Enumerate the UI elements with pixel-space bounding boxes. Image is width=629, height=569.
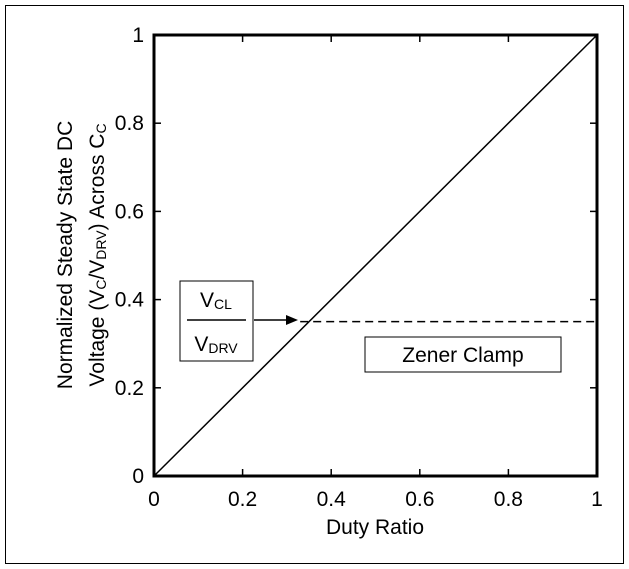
subscript: C — [93, 123, 109, 133]
y-tick-label: 0 — [132, 465, 144, 488]
y-tick-label: 0.6 — [115, 200, 144, 223]
x-tick-label: 1 — [591, 488, 603, 511]
outer-frame — [5, 5, 624, 564]
fraction-numerator: VCL — [200, 289, 232, 312]
fraction-box — [179, 280, 254, 362]
x-tick-label: 0.2 — [228, 488, 257, 511]
y-axis-label: Voltage (VC/VDRV) Across CC — [86, 123, 109, 386]
subscript: C — [93, 280, 109, 290]
series-line — [153, 34, 598, 477]
text-part: /V — [86, 260, 109, 280]
y-tick-label: 1 — [132, 24, 144, 47]
x-axis-label: Duty Ratio — [326, 516, 424, 539]
subscript: CL — [214, 296, 232, 312]
y-axis-label: Normalized Steady State DC — [54, 121, 77, 389]
y-tick-label: 0.4 — [115, 289, 145, 312]
subscript: DRV — [208, 340, 238, 356]
x-tick-label: 0.8 — [494, 488, 523, 511]
x-tick-label: 0.6 — [405, 488, 434, 511]
x-tick-label: 0.4 — [317, 488, 347, 511]
zener-box — [364, 336, 562, 373]
y-tick-label: 0.2 — [115, 377, 144, 400]
y-tick-label: 0.8 — [115, 112, 144, 135]
zener-label: Zener Clamp — [402, 344, 523, 367]
fraction-denominator: VDRV — [194, 333, 238, 356]
text-part: ) Across C — [86, 134, 109, 231]
text-part: V — [200, 289, 214, 312]
text-part: V — [194, 333, 208, 356]
subscript: DRV — [93, 230, 109, 260]
plot-frame — [152, 33, 599, 478]
x-tick-label: 0 — [148, 488, 160, 511]
text-part: Voltage (V — [86, 290, 109, 387]
arrow-head — [286, 315, 298, 325]
